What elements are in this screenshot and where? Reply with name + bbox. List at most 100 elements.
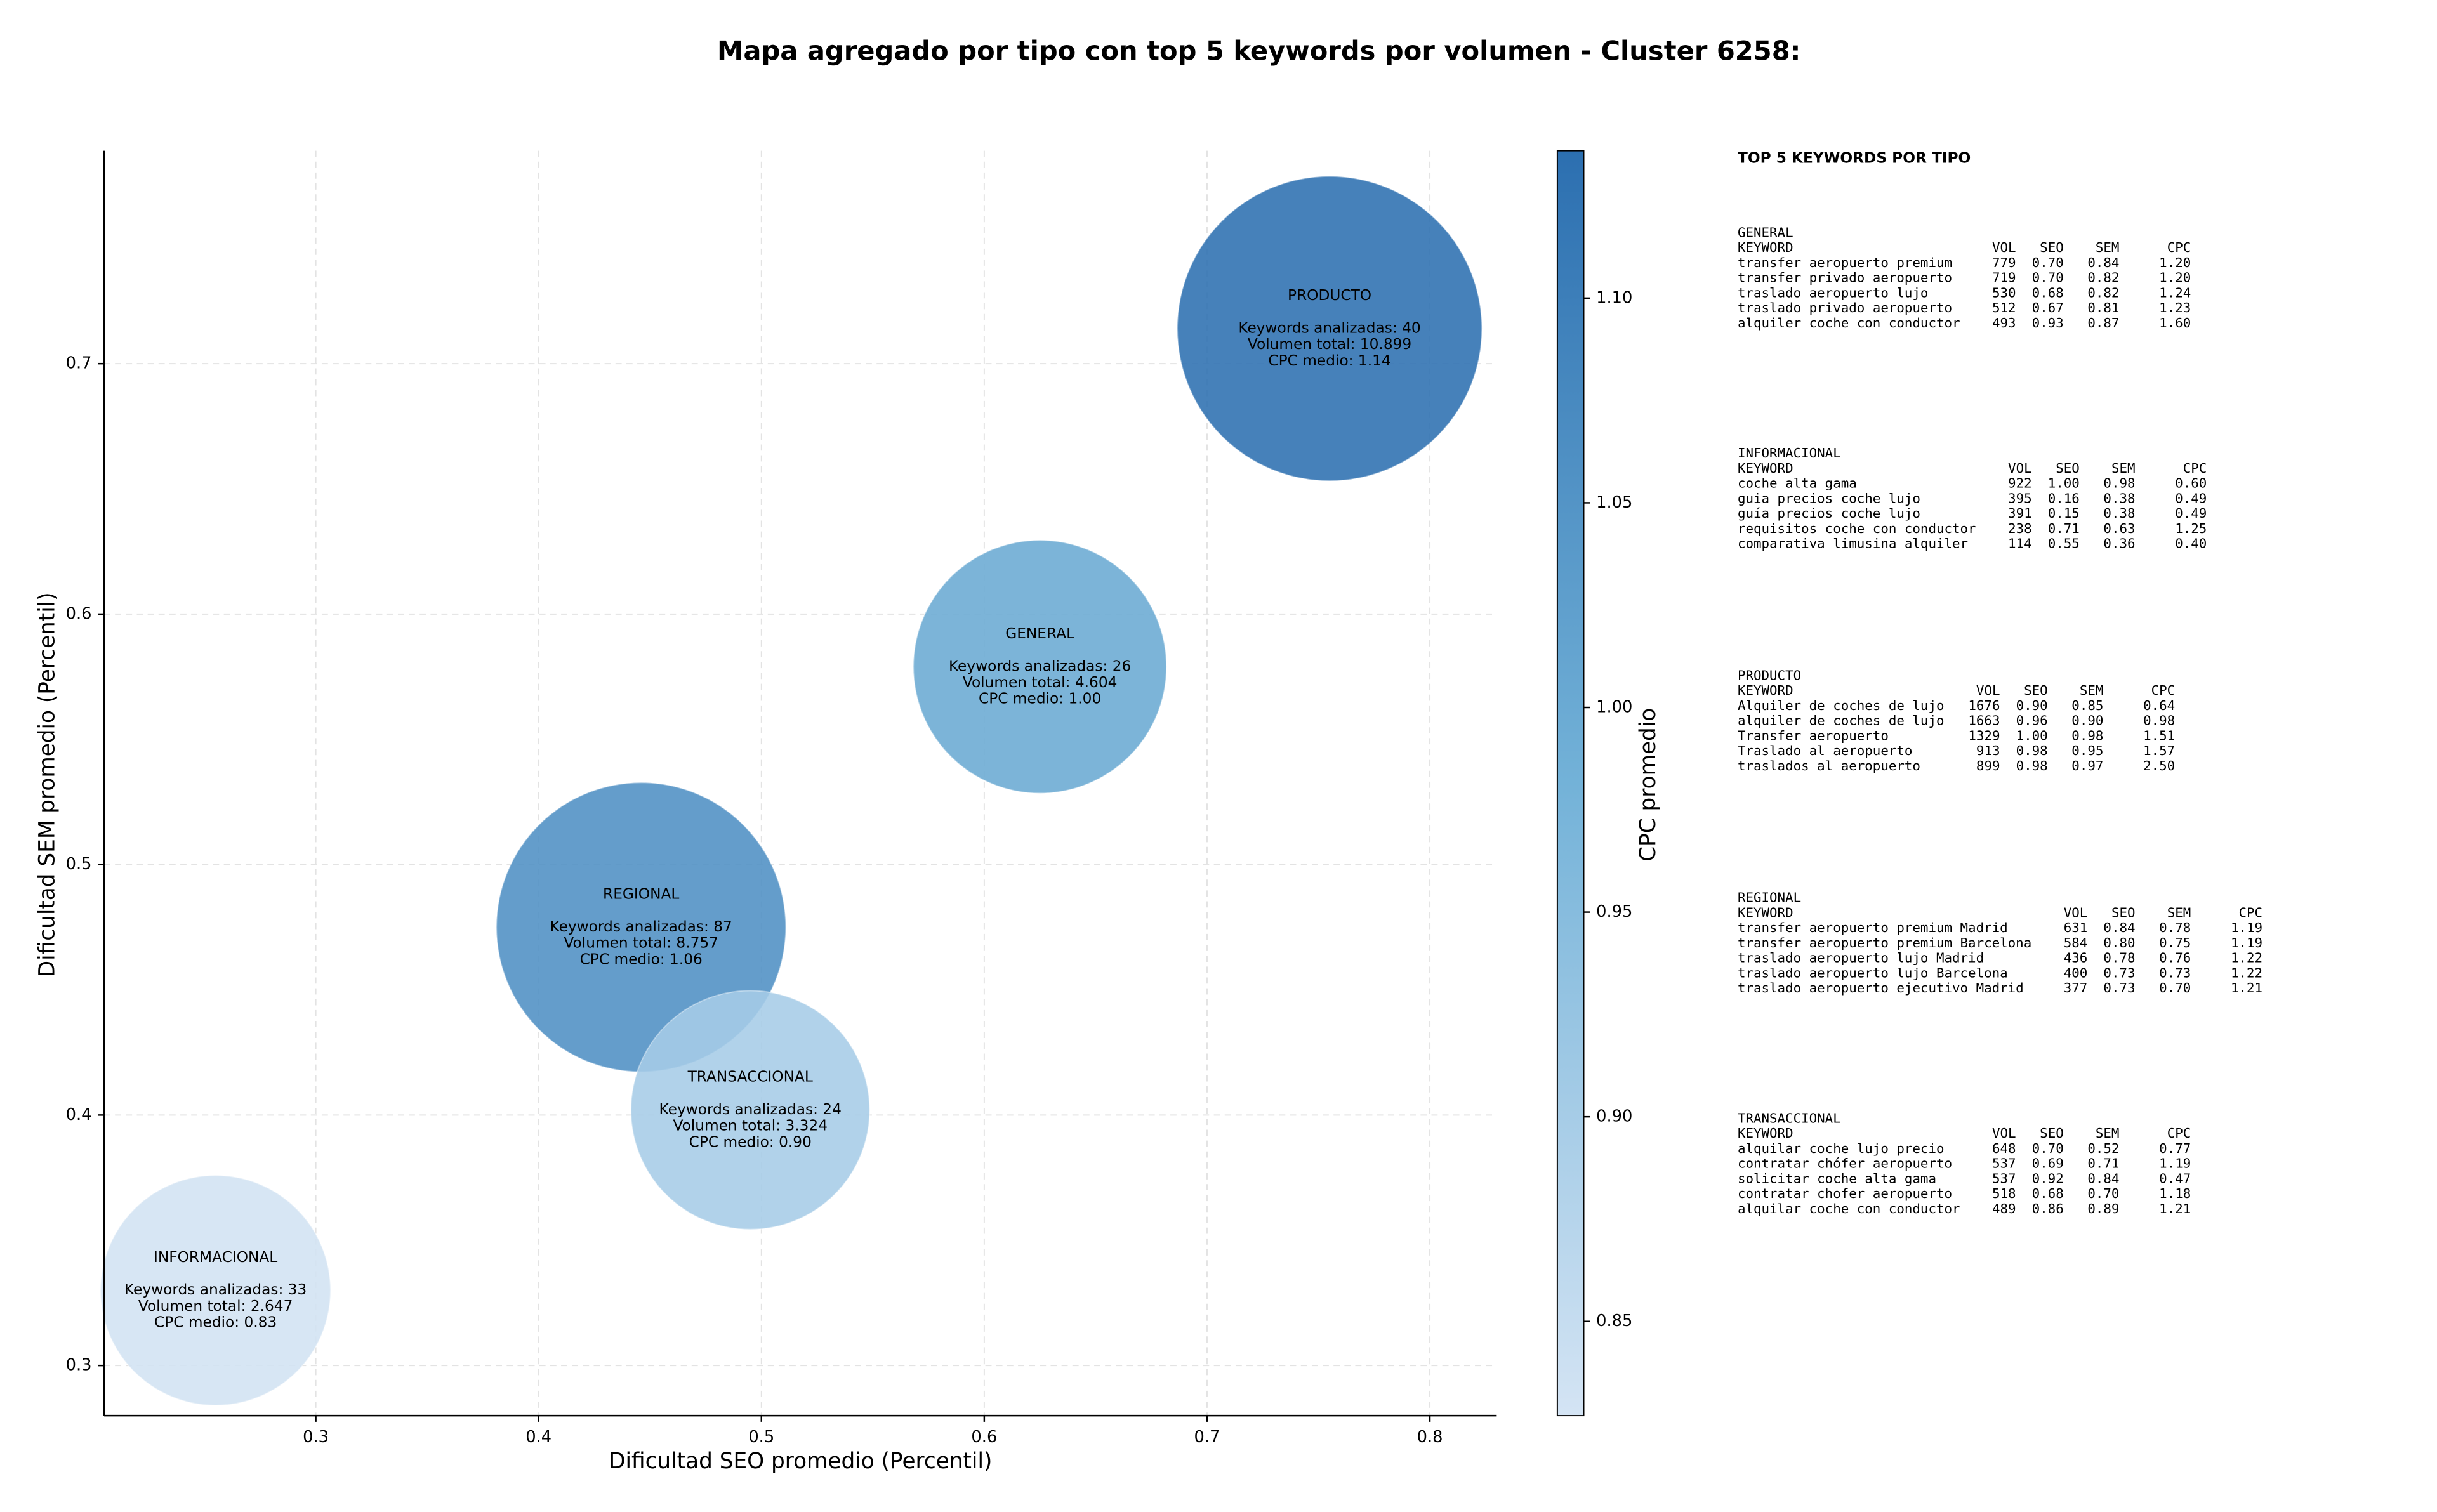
keyword: transfer aeropuerto premium Madrid: [1738, 920, 2008, 935]
keyword-metric: 719: [1992, 270, 2016, 286]
keyword-metric: 922: [2008, 476, 2032, 491]
keyword: alquiler coche con conductor: [1738, 315, 1960, 331]
column-header: SEM: [2096, 240, 2120, 255]
keyword-metric: 1.20: [2159, 270, 2191, 286]
keyword-metric: 779: [1992, 255, 2016, 270]
keyword-metric: 1.19: [2231, 920, 2262, 935]
keyword: transfer aeropuerto premium: [1738, 255, 1952, 270]
bubble: [630, 990, 871, 1230]
keyword-metric: 377: [2064, 980, 2088, 996]
colorbar-tick-label: 0.90: [1596, 1107, 1632, 1126]
keyword-metric: 395: [2008, 490, 2032, 506]
keyword: guia precios coche lujo: [1738, 490, 1920, 506]
bubble-annotation: Volumen total: 2.647: [138, 1298, 293, 1315]
keyword-metric: 0.90: [2071, 713, 2103, 728]
chart-title: Mapa agregado por tipo con top 5 keyword…: [717, 35, 1800, 66]
y-tick-label: 0.4: [66, 1105, 92, 1124]
keyword-metric: 0.96: [2016, 713, 2048, 728]
keyword-metric: 0.73: [2103, 965, 2135, 980]
column-header: CPC: [2151, 683, 2176, 698]
keyword-metric: 0.90: [2016, 698, 2048, 713]
keyword-metric: 512: [1992, 300, 2016, 315]
keyword: coche alta gama: [1738, 476, 1857, 491]
colorbar-ticks: 0.85 0.90 0.95 1.00 1.05 1.10: [1583, 288, 1632, 1331]
bubble-name: REGIONAL: [603, 885, 679, 902]
bubble-annotation: Keywords analizadas: 26: [949, 657, 1131, 674]
section-title: INFORMACIONAL: [1738, 445, 1841, 461]
bubble-annotation: Keywords analizadas: 33: [124, 1281, 307, 1298]
keyword-metric: 0.85: [2071, 698, 2103, 713]
keyword-metric: 0.47: [2159, 1171, 2191, 1186]
keyword-metric: 1.24: [2159, 285, 2191, 300]
keyword-metric: 114: [2008, 536, 2032, 551]
colorbar-tick-label: 1.10: [1596, 288, 1632, 307]
keyword-metric: 1329: [1968, 728, 2000, 743]
keyword-metric: 0.92: [2032, 1171, 2064, 1186]
keyword-metric: 0.69: [2032, 1156, 2064, 1171]
keyword-metric: 1.00: [2048, 476, 2080, 491]
keyword: traslado aeropuerto lujo Madrid: [1738, 950, 1984, 966]
keyword: alquilar coche con conductor: [1738, 1201, 1960, 1216]
colorbar-tick-label: 1.05: [1596, 493, 1632, 512]
keyword-metric: 0.78: [2159, 920, 2191, 935]
bubble-annotation: CPC medio: 1.14: [1268, 352, 1390, 369]
column-header: SEO: [2040, 240, 2064, 255]
section-title: REGIONAL: [1738, 890, 1801, 905]
column-header: VOL: [1992, 240, 2016, 255]
keyword-metric: 537: [1992, 1156, 2016, 1171]
keyword-metric: 0.82: [2087, 270, 2119, 286]
keyword-metric: 0.89: [2087, 1201, 2119, 1216]
colorbar: [1556, 150, 1585, 1417]
keyword-metric: 1.18: [2159, 1186, 2191, 1201]
keyword-metric: 0.84: [2103, 920, 2135, 935]
keyword: Alquiler de coches de lujo: [1738, 698, 1945, 713]
keyword-metric: 1.21: [2231, 980, 2262, 996]
keyword: traslado privado aeropuerto: [1738, 300, 1952, 315]
keyword-metric: 0.93: [2032, 315, 2064, 331]
keyword: Transfer aeropuerto: [1738, 728, 1889, 743]
keyword-metric: 537: [1992, 1171, 2016, 1186]
keyword-metric: 436: [2064, 950, 2088, 966]
keyword-metric: 1.22: [2231, 950, 2262, 966]
keyword-metric: 518: [1992, 1186, 2016, 1201]
keyword-metric: 1.51: [2143, 728, 2175, 743]
keyword-metric: 0.70: [2159, 980, 2191, 996]
keyword-metric: 0.98: [2071, 728, 2103, 743]
bubble: [913, 539, 1168, 794]
keyword-metric: 1.00: [2016, 728, 2048, 743]
column-header: KEYWORD: [1738, 461, 1793, 476]
keyword-metric: 584: [2064, 935, 2088, 950]
column-header: KEYWORD: [1738, 905, 1793, 920]
keyword: solicitar coche alta gama: [1738, 1171, 1936, 1186]
panel-title: TOP 5 KEYWORDS POR TIPO: [1738, 149, 1971, 166]
keyword-metric: 0.76: [2159, 950, 2191, 966]
keyword-metric: 0.64: [2143, 698, 2175, 713]
keyword-metric: 0.78: [2103, 950, 2135, 966]
column-header: SEO: [2056, 461, 2080, 476]
column-header: VOL: [1992, 1126, 2016, 1141]
bubble-name: INFORMACIONAL: [154, 1249, 277, 1266]
keyword-metric: 1.23: [2159, 300, 2191, 315]
bubble: [100, 1174, 331, 1406]
column-header: SEO: [2024, 683, 2048, 698]
bubble-annotation: Volumen total: 4.604: [963, 674, 1118, 691]
x-tick-label: 0.6: [971, 1428, 997, 1447]
y-tick-label: 0.6: [66, 604, 92, 623]
keyword-metric: 0.84: [2087, 255, 2119, 270]
keyword-metric: 400: [2064, 965, 2088, 980]
bubble-annotation: Volumen total: 8.757: [564, 935, 718, 952]
keyword-metric: 1.19: [2159, 1156, 2191, 1171]
keyword-metric: 0.98: [2016, 758, 2048, 773]
keyword-metric: 0.71: [2048, 521, 2080, 536]
keyword-metric: 1.25: [2175, 521, 2207, 536]
column-header: SEM: [2167, 905, 2191, 920]
keyword-metric: 0.60: [2175, 476, 2207, 491]
keyword-metric: 0.55: [2048, 536, 2080, 551]
bubble-name: TRANSACCIONAL: [687, 1068, 813, 1086]
keyword: alquilar coche lujo precio: [1738, 1141, 1945, 1156]
colorbar-tick-label: 0.95: [1596, 902, 1632, 921]
keyword: contratar chófer aeropuerto: [1738, 1156, 1952, 1171]
column-header: VOL: [2064, 905, 2088, 920]
